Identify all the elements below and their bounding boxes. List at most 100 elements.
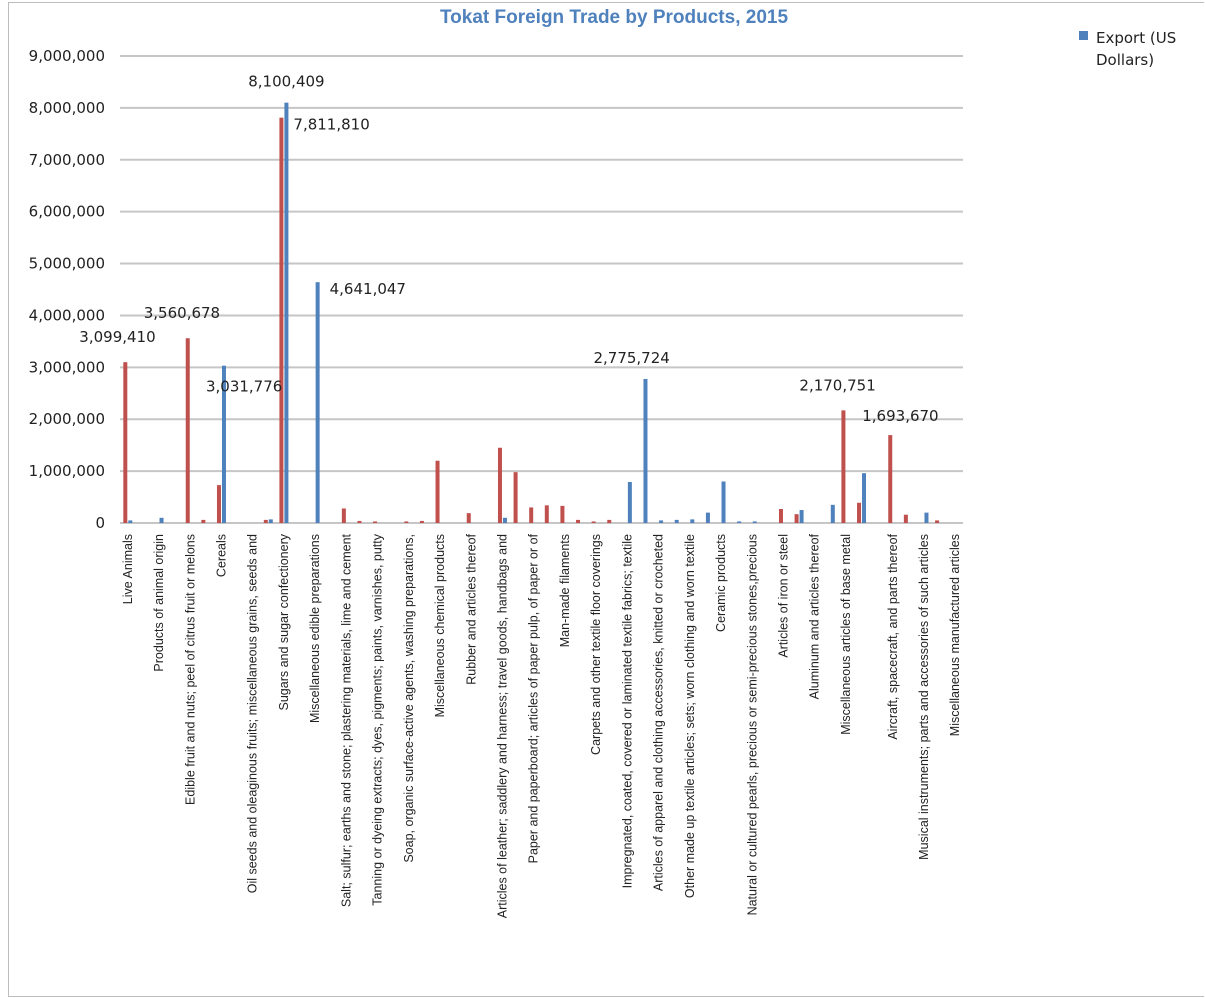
legend-label: Dollars) — [1096, 51, 1154, 69]
bar — [263, 519, 268, 523]
bar — [830, 504, 835, 523]
bar — [544, 505, 549, 523]
bar — [888, 435, 893, 523]
x-tick-label: Live Animals — [121, 534, 135, 604]
bar — [341, 508, 346, 523]
bar — [185, 338, 190, 523]
y-tick-label: 7,000,000 — [29, 151, 105, 169]
bar — [128, 520, 133, 523]
bar — [674, 519, 679, 523]
bar — [737, 521, 742, 523]
bar — [529, 507, 534, 523]
data-label: 1,693,670 — [862, 407, 938, 425]
bar — [268, 519, 273, 523]
y-tick-label: 6,000,000 — [29, 203, 105, 221]
x-tick-label: Articles of iron or steel — [776, 534, 790, 658]
bars — [123, 102, 940, 524]
bar — [721, 481, 726, 523]
bar — [659, 520, 664, 523]
x-tick-label: Cereals — [214, 534, 228, 577]
bar — [752, 521, 757, 523]
bar — [201, 519, 206, 523]
bar — [404, 521, 409, 523]
x-tick-label: Aluminum and articles thereof — [808, 533, 822, 699]
bar — [627, 482, 632, 523]
legend-swatch — [1079, 31, 1088, 40]
y-tick-label: 5,000,000 — [29, 255, 105, 273]
x-tick-label: Articles of apparel and clothing accesso… — [652, 534, 666, 891]
y-axis: 0 1,000,000 2,000,000 3,000,000 4,000,000 5,0… — [29, 47, 105, 532]
y-tick-label: 4,000,000 — [29, 306, 105, 324]
x-tick-label: Oil seeds and oleaginous fruits; miscell… — [246, 534, 260, 893]
x-tick-label: Musical instruments; parts and accessori… — [917, 534, 931, 860]
bar — [705, 512, 710, 523]
bar — [221, 365, 226, 523]
x-tick-label: Aircraft, spacecraft, and parts thereof — [886, 533, 900, 739]
y-tick-label: 1,000,000 — [29, 462, 105, 480]
data-label: 2,170,751 — [799, 376, 875, 394]
data-label: 3,099,410 — [79, 328, 155, 346]
bar — [903, 514, 908, 523]
bar — [643, 378, 648, 523]
data-label: 3,031,776 — [206, 378, 282, 396]
bar — [799, 510, 804, 523]
x-tick-label: Soap, organic surface-active agents, was… — [402, 534, 416, 863]
bar — [216, 485, 221, 523]
bar — [502, 517, 507, 523]
bar — [778, 508, 783, 523]
x-tick-label: Products of animal origin — [152, 534, 166, 672]
bar — [159, 517, 164, 523]
bar — [279, 117, 284, 523]
legend-label: Export (US — [1096, 29, 1176, 47]
y-tick-label: 9,000,000 — [29, 47, 105, 65]
legend: Export (US Dollars) — [1079, 29, 1176, 69]
y-tick-label: 0 — [95, 514, 105, 532]
bar — [315, 282, 320, 523]
x-tick-label: Sugars and sugar confectionery — [277, 533, 291, 710]
bar — [794, 514, 799, 523]
bar — [924, 512, 929, 523]
x-tick-label: Miscellaneous manufactured articles — [948, 534, 962, 736]
data-label: 2,775,724 — [593, 349, 669, 367]
bar — [357, 520, 362, 523]
bar — [607, 519, 612, 523]
bar — [466, 513, 471, 523]
bar — [576, 519, 581, 523]
y-tick-label: 3,000,000 — [29, 358, 105, 376]
y-tick-label: 8,000,000 — [29, 99, 105, 117]
bar — [419, 520, 424, 523]
x-tick-label: Miscellaneous edible preparations — [308, 534, 322, 723]
x-tick-label: Articles of leather; saddlery and harnes… — [495, 534, 509, 918]
data-label: 4,641,047 — [330, 280, 406, 298]
x-tick-label: Salt; sulfur; earths and stone; plasteri… — [339, 533, 353, 907]
x-tick-label: Impregnated, coated, covered or laminate… — [620, 534, 634, 888]
x-tick-label: Natural or cultured pearls, precious or … — [745, 534, 759, 915]
x-tick-label: Tanning or dyeing extracts; dyes, pigmen… — [371, 533, 385, 905]
data-label: 3,560,678 — [144, 304, 220, 322]
y-tick-label: 2,000,000 — [29, 410, 105, 428]
chart-frame — [8, 2, 1204, 997]
bar — [862, 473, 867, 523]
bar — [857, 502, 862, 523]
bar — [513, 472, 518, 523]
bar — [690, 519, 695, 523]
bar — [284, 102, 289, 524]
x-tick-label: Other made up textile articles; sets; wo… — [683, 534, 697, 898]
bar — [373, 521, 378, 523]
x-tick-label: Edible fruit and nuts; peel of citrus fr… — [183, 534, 197, 805]
bar — [435, 460, 440, 523]
bar — [841, 410, 846, 523]
bar — [935, 520, 940, 523]
data-labels: 3,099,410 3,560,678 3,031,776 8,100,409 7,81… — [79, 73, 938, 425]
chart-title: Tokat Foreign Trade by Products, 2015 — [440, 7, 789, 28]
bar — [497, 447, 502, 523]
x-tick-label: Rubber and articles thereof — [464, 533, 478, 684]
data-label: 8,100,409 — [248, 73, 324, 91]
bar — [560, 505, 565, 523]
gridlines — [120, 55, 963, 524]
data-label: 7,811,810 — [293, 116, 369, 134]
x-tick-label: Miscellaneous articles of base metal — [839, 534, 853, 735]
x-tick-label: Carpets and other textile floor covering… — [589, 534, 603, 755]
x-tick-label: Paper and paperboard; articles of paper … — [527, 533, 541, 863]
